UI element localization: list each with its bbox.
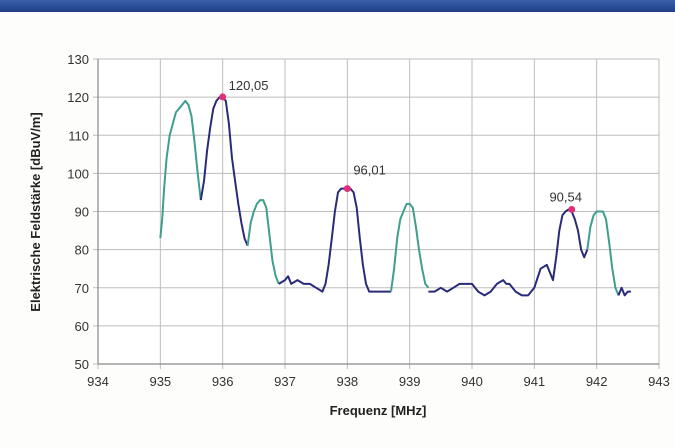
y-tick-label: 90 — [75, 205, 89, 220]
peak-label: 120,05 — [229, 78, 269, 93]
y-tick-label: 100 — [67, 166, 89, 181]
y-tick-label: 120 — [67, 90, 89, 105]
axes — [97, 59, 659, 365]
x-tick-label: 940 — [461, 374, 483, 389]
x-tick-label: 935 — [149, 374, 171, 389]
peak-marker — [343, 185, 351, 193]
y-tick-label: 130 — [67, 52, 89, 67]
x-tick-label: 936 — [212, 374, 234, 389]
y-tick-label: 70 — [75, 281, 89, 296]
series-line-4-blue — [278, 187, 391, 293]
peak-label: 96,01 — [353, 163, 386, 178]
y-axis-label: Elektrische Feldstärke [dBuV/m] — [28, 112, 43, 311]
marker-group — [219, 93, 576, 213]
x-tick-label: 939 — [399, 374, 421, 389]
y-tick-label: 110 — [68, 128, 89, 143]
peak-marker — [219, 93, 227, 101]
x-tick-label: 943 — [648, 374, 670, 389]
x-tick-label: 938 — [336, 374, 358, 389]
x-tick-label: 941 — [523, 374, 545, 389]
x-tick-label: 937 — [274, 374, 296, 389]
series-line-1-green — [159, 99, 202, 239]
series-line-5-green — [390, 202, 430, 292]
series-line-8-blue — [617, 286, 631, 297]
x-tick-label: 942 — [586, 374, 608, 389]
y-tick-label: 80 — [75, 243, 89, 258]
series-line-7-green — [586, 210, 620, 296]
peak-marker — [568, 205, 576, 213]
header-bar — [0, 0, 675, 12]
y-tick-label: 50 — [75, 357, 89, 372]
y-tick-label: 60 — [75, 319, 89, 334]
series-line-3-green — [246, 199, 280, 285]
peak-label: 90,54 — [549, 189, 582, 204]
x-tick-label: 934 — [87, 374, 109, 389]
annotation-labels: 120,05 96,01 90,54 — [229, 78, 582, 205]
tick-labels: 50 60 70 80 90 100 110 120 130 934 935 936 937 938 939… — [67, 52, 670, 389]
x-axis-label: Frequenz [MHz] — [330, 403, 427, 418]
